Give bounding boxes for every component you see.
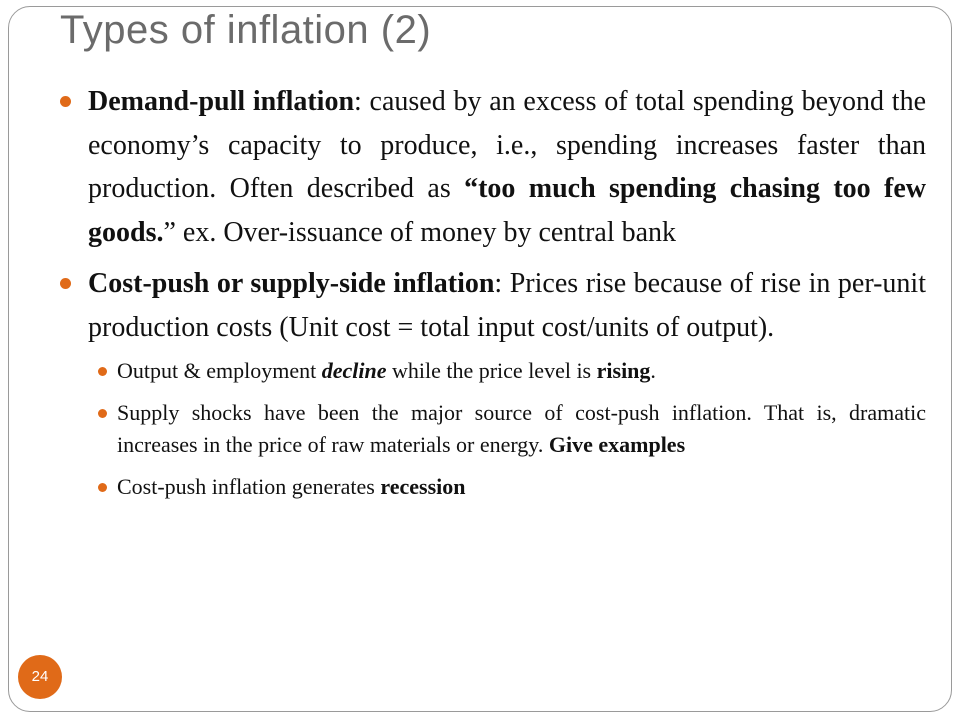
slide-frame [8, 6, 952, 712]
sub-bullet-recession: Cost-push inflation generates recession [88, 471, 926, 504]
sub-bullet-emphasis-give-examples: Give examples [548, 432, 686, 457]
bullet-colon: : [354, 86, 362, 117]
sub-bullet-supply-shocks: Supply shocks have been the major source… [88, 397, 926, 462]
page-number-badge: 24 [18, 655, 62, 699]
sub-bullet-emphasis-decline: decline [321, 358, 387, 383]
slide-content: Demand-pull inflation: caused by an exce… [60, 80, 926, 512]
bullet-term: Demand-pull inflation [88, 86, 355, 117]
bullet-text-continued: ” ex. Over-issuance of money by central … [163, 216, 677, 248]
sub-bullet-period: . [650, 358, 656, 383]
sub-bullet-text: Supply shocks have been the major source… [117, 399, 926, 458]
bullet-colon: : [494, 268, 503, 299]
sub-bullet-emphasis-rising: rising [596, 358, 651, 383]
sub-bullet-list: Output & employment decline while the pr… [88, 355, 926, 503]
bullet-cost-push: Cost-push or supply-side inflation: Pric… [60, 262, 926, 503]
bullet-term: Cost-push or supply-side inflation [88, 268, 495, 299]
bullet-text: Prices rise because of rise in per-unit … [88, 268, 926, 343]
bullet-text: caused by an excess of total spending be… [88, 86, 927, 204]
sub-bullet-text-continued: while the price level is [386, 358, 597, 383]
sub-bullet-text: Output & employment [117, 358, 322, 383]
sub-bullet-output-decline: Output & employment decline while the pr… [88, 355, 926, 388]
bullet-emphasis: “too much spending chasing too few goods… [88, 173, 926, 248]
bullet-demand-pull: Demand-pull inflation: caused by an exce… [60, 80, 926, 254]
sub-bullet-text: Cost-push inflation generates [117, 473, 381, 499]
slide-title: Types of inflation (2) [60, 8, 432, 52]
sub-bullet-emphasis-recession: recession [380, 473, 466, 499]
bullet-list: Demand-pull inflation: caused by an exce… [60, 80, 926, 503]
